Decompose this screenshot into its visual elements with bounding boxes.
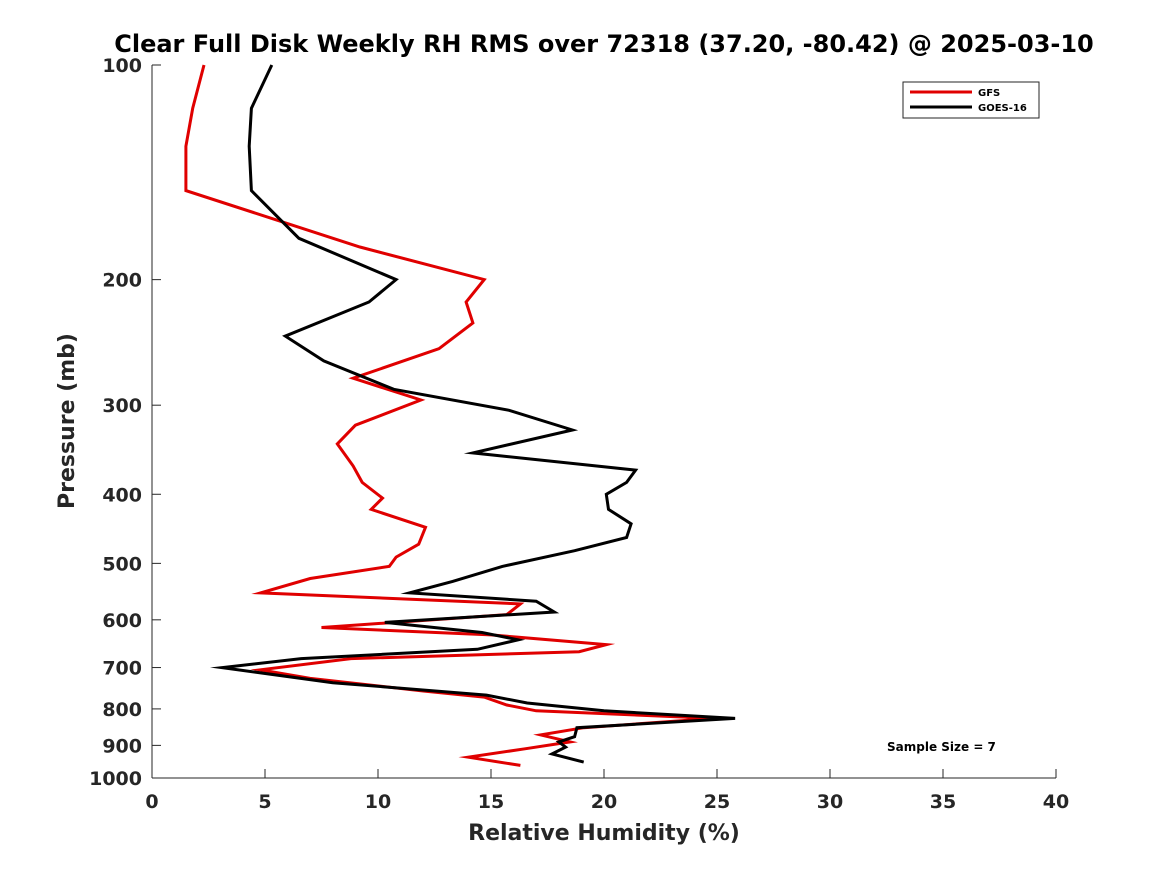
chart-title: Clear Full Disk Weekly RH RMS over 72318… — [114, 30, 1094, 58]
y-tick-label: 600 — [102, 610, 142, 632]
y-axis-label: Pressure (mb) — [55, 333, 80, 509]
x-tick-label: 0 — [145, 791, 158, 813]
x-tick-label: 30 — [817, 791, 843, 813]
x-axis-label: Relative Humidity (%) — [468, 821, 740, 846]
legend-box — [902, 81, 1040, 119]
y-tick-label: 200 — [102, 270, 142, 292]
x-tick-label: 20 — [591, 791, 617, 813]
series-lines — [184, 64, 736, 767]
series-line-goes16 — [210, 64, 736, 764]
x-tick-label: 15 — [478, 791, 504, 813]
y-tick-label: 900 — [102, 735, 142, 757]
y-tick-label: 500 — [102, 553, 142, 575]
x-tick-label: 35 — [930, 791, 956, 813]
x-tick-label: 40 — [1043, 791, 1069, 813]
y-axis-ticks: 100 200 300 400 500 600 700 800 900 1000 — [89, 55, 161, 790]
legend: GFS GOES-16 — [902, 81, 1040, 119]
y-tick-label: 300 — [102, 395, 142, 417]
series-line-gfs — [184, 64, 715, 767]
legend-label-gfs: GFS — [978, 88, 1000, 99]
x-axis-ticks: 0 5 10 15 20 25 30 35 40 — [145, 769, 1069, 813]
y-tick-label: 700 — [102, 658, 142, 680]
sample-size-annotation: Sample Size = 7 — [887, 740, 996, 754]
legend-label-goes16: GOES-16 — [978, 103, 1027, 114]
y-tick-label: 800 — [102, 699, 142, 721]
x-tick-label: 25 — [704, 791, 730, 813]
y-tick-label: 100 — [102, 55, 142, 77]
x-tick-label: 5 — [258, 791, 271, 813]
x-tick-label: 10 — [365, 791, 391, 813]
y-tick-label: 400 — [102, 484, 142, 506]
y-tick-label: 1000 — [89, 768, 142, 790]
